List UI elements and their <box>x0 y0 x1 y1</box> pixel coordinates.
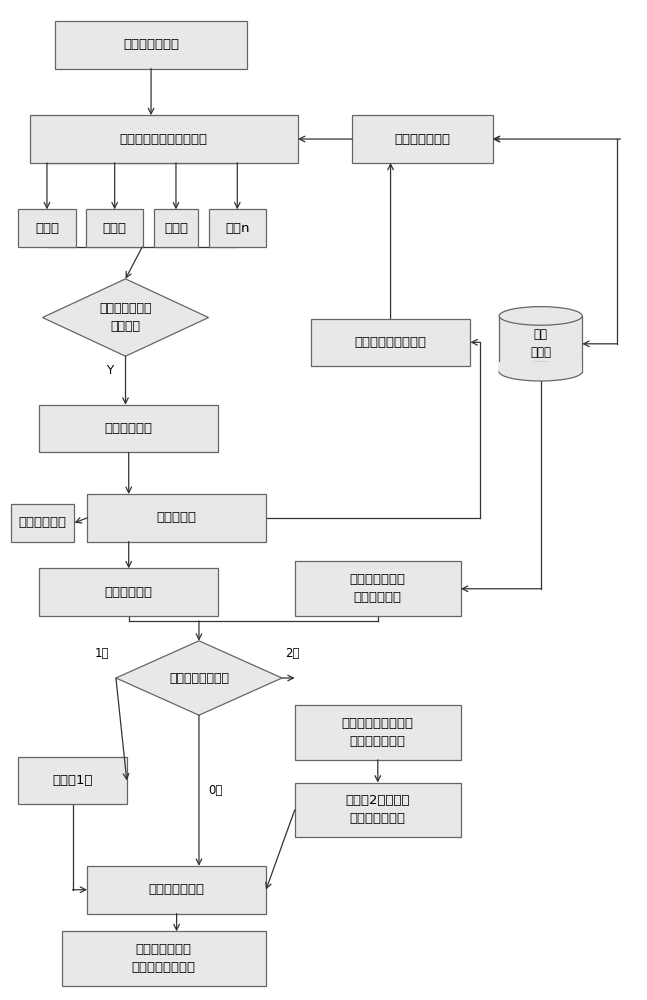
Bar <box>39 568 218 616</box>
Bar <box>87 866 266 914</box>
Bar <box>61 931 266 986</box>
Text: 比较上面两个箱子在
配载图上的顺序: 比较上面两个箱子在 配载图上的顺序 <box>342 717 414 748</box>
Bar <box>499 316 582 372</box>
Text: 2个: 2个 <box>285 647 300 660</box>
Text: 是否所耗时间、
费用最少: 是否所耗时间、 费用最少 <box>99 302 152 333</box>
Text: 方案二: 方案二 <box>103 222 127 235</box>
Text: ．．．: ．．． <box>164 222 188 235</box>
Ellipse shape <box>499 307 582 325</box>
Text: 船舶
配载图: 船舶 配载图 <box>530 328 551 359</box>
Text: 0个: 0个 <box>208 784 223 797</box>
Text: 翻箱（2）将序号
较大的置于下层: 翻箱（2）将序号 较大的置于下层 <box>345 794 410 825</box>
Bar <box>295 705 461 760</box>
Bar <box>18 209 76 247</box>
Polygon shape <box>43 279 208 356</box>
Bar <box>208 209 266 247</box>
Text: 卸载集装箱: 卸载集装箱 <box>157 511 197 524</box>
Bar <box>153 209 199 247</box>
Bar <box>10 504 74 542</box>
Bar <box>86 209 144 247</box>
Text: 空卡离开堆场: 空卡离开堆场 <box>19 516 67 529</box>
Text: 堆场各箱区具体状态: 堆场各箱区具体状态 <box>355 336 426 349</box>
Text: 各集装箱状态: 各集装箱状态 <box>105 586 153 599</box>
Bar <box>295 561 461 616</box>
Text: 到达堆场重集卡: 到达堆场重集卡 <box>123 38 179 51</box>
Bar <box>295 783 461 837</box>
Text: 安排具体箱区号: 安排具体箱区号 <box>395 133 450 146</box>
Text: 方案一: 方案一 <box>35 222 59 235</box>
Ellipse shape <box>499 362 582 381</box>
Text: 重集卡离开堆场
驶入码头道路模块: 重集卡离开堆场 驶入码头道路模块 <box>132 943 196 974</box>
Text: 1个: 1个 <box>95 647 109 660</box>
Text: 具体位置确定: 具体位置确定 <box>105 422 153 435</box>
Bar <box>18 757 127 804</box>
Polygon shape <box>116 641 282 715</box>
Bar <box>55 21 247 69</box>
Bar <box>352 115 493 163</box>
Bar <box>30 115 298 163</box>
Bar <box>311 319 470 366</box>
Text: 集装箱具体箱位选择方案: 集装箱具体箱位选择方案 <box>120 133 208 146</box>
Text: 翻箱（1）: 翻箱（1） <box>52 774 93 787</box>
Text: 下一个离开堆场
到船的集装箱: 下一个离开堆场 到船的集装箱 <box>350 573 406 604</box>
Text: 方案n: 方案n <box>225 222 250 235</box>
Text: 该箱上有几个箱子: 该箱上有几个箱子 <box>169 672 229 685</box>
Bar <box>39 405 218 452</box>
Bar <box>499 362 582 372</box>
Text: Y: Y <box>105 364 113 377</box>
Text: 该箱装上空集卡: 该箱装上空集卡 <box>149 883 204 896</box>
Bar <box>87 494 266 542</box>
